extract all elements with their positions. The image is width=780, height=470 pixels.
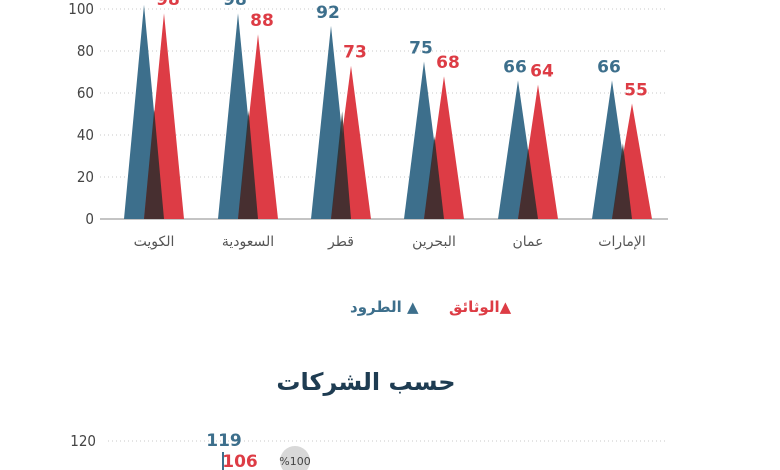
- value-label-parcels: 66: [503, 57, 527, 77]
- y-tick-label: 60: [77, 84, 94, 102]
- bar-overlap: [238, 110, 258, 219]
- y-tick-label: 120: [70, 432, 96, 450]
- category-label: الكويت: [134, 234, 175, 250]
- category-label: عمان: [513, 234, 544, 250]
- value-label-parcels: 66: [597, 57, 621, 77]
- value-label-documents: 88: [250, 11, 274, 31]
- category-label: قطر: [327, 234, 354, 250]
- category-label: السعودية: [222, 234, 274, 250]
- bar-overlap: [612, 143, 632, 219]
- category-label: البحرين: [412, 234, 456, 250]
- legend-parcels: ▲ الطرود: [350, 298, 419, 316]
- value-label-documents: 106: [222, 452, 258, 470]
- y-tick-label: 0: [85, 210, 94, 228]
- y-tick-label: 40: [77, 126, 94, 144]
- category-label: الإمارات: [598, 234, 645, 250]
- y-tick-label: 80: [77, 42, 94, 60]
- percent-badge: [280, 446, 310, 470]
- bar-overlap: [424, 136, 444, 219]
- value-label-documents: 64: [530, 62, 554, 82]
- value-label-parcels: 92: [316, 3, 340, 23]
- section-title: حسب الشركات: [276, 368, 455, 396]
- value-label-documents: 73: [343, 43, 367, 63]
- bar-overlap: [518, 148, 538, 219]
- value-label-parcels: 98: [223, 0, 247, 10]
- bar-overlap: [144, 109, 164, 219]
- legend-documents: ▲الوثائق: [449, 298, 512, 316]
- value-label-documents: 55: [624, 81, 648, 101]
- value-label-documents: 68: [436, 53, 460, 73]
- value-label-parcels: 119: [206, 431, 242, 451]
- value-label-documents: 98: [156, 0, 180, 10]
- y-tick-label: 20: [77, 168, 94, 186]
- percent-badge-label: %100: [279, 455, 310, 468]
- value-label-parcels: 75: [409, 39, 433, 59]
- bar-overlap: [331, 111, 351, 219]
- y-tick-label: 100: [68, 0, 94, 18]
